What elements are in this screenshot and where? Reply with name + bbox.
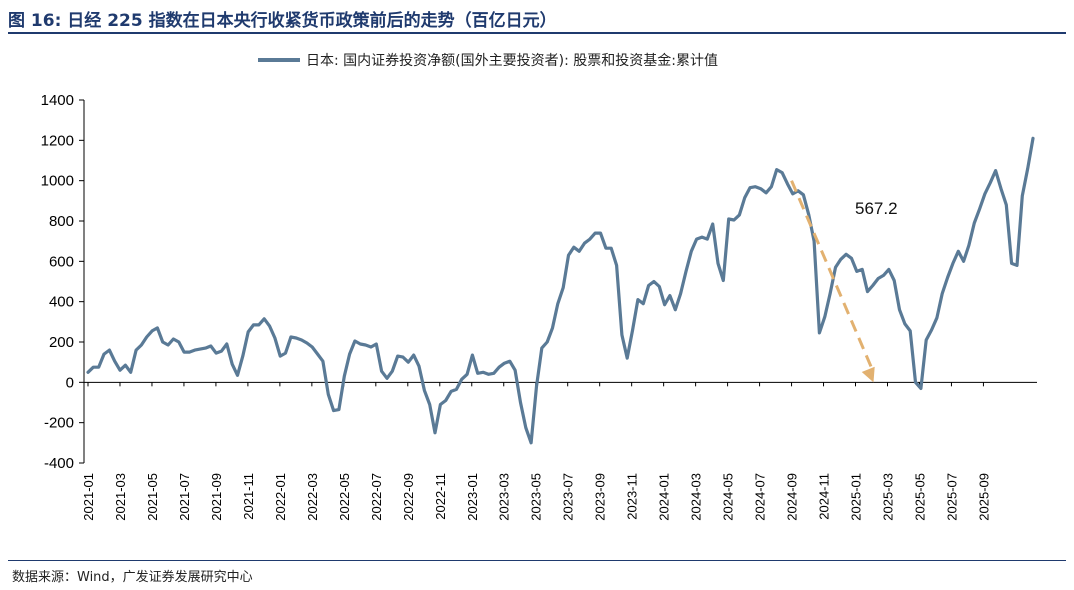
x-tick-label: 2024-03 — [689, 473, 704, 521]
legend-label: 日本: 国内证券投资净额(国外主要投资者): 股票和投资基金:累计值 — [306, 52, 718, 69]
x-tick-label: 2025-01 — [849, 473, 864, 521]
x-tick-label: 2021-03 — [113, 473, 128, 521]
x-tick-label: 2024-11 — [817, 473, 832, 520]
x-tick-label: 2021-05 — [145, 473, 160, 521]
y-tick-label: 400 — [49, 294, 74, 311]
annotation-arrow-head — [861, 366, 875, 383]
x-tick-label: 2021-07 — [177, 473, 192, 521]
x-tick-label: 2022-01 — [273, 473, 288, 521]
x-tick-label: 2022-09 — [401, 473, 416, 521]
legend: 日本: 国内证券投资净额(国外主要投资者): 股票和投资基金:累计值 — [258, 52, 718, 69]
x-tick-label: 2022-07 — [369, 473, 384, 521]
figure-title-text: 图 16: 日经 225 指数在日本央行收紧货币政策前后的走势（百亿日元） — [8, 11, 557, 31]
annotation-arrow-line — [790, 180, 875, 373]
x-tick-label: 2025-09 — [976, 473, 991, 521]
x-tick-label: 2024-01 — [657, 473, 672, 521]
axes: -400 -200 0 200 400 600 800 1000 1200 1400 2021-01… — [41, 92, 1037, 521]
x-tick-label: 2023-05 — [529, 473, 544, 521]
y-tick-label: 600 — [49, 253, 74, 270]
figure-title: 图 16: 日经 225 指数在日本央行收紧货币政策前后的走势（百亿日元） — [8, 4, 1066, 34]
annotation-label: 567.2 — [855, 199, 898, 218]
x-tick-label: 2023-01 — [465, 473, 480, 521]
x-tick-label: 2021-09 — [209, 473, 224, 521]
series-line — [86, 136, 1035, 445]
x-tick-label: 2022-03 — [305, 473, 320, 521]
x-tick-label: 2023-09 — [593, 473, 608, 521]
y-tick-label: 0 — [66, 374, 74, 391]
y-tick-label: 1400 — [41, 92, 74, 109]
y-tick-label: -400 — [44, 455, 74, 472]
x-tick-label: 2024-07 — [753, 473, 768, 521]
x-tick-label: 2024-05 — [721, 473, 736, 521]
y-tick-label: 800 — [49, 213, 74, 230]
x-tick-label: 2022-05 — [337, 473, 352, 521]
source-divider — [8, 560, 1066, 561]
x-tick-label: 2024-09 — [785, 473, 800, 521]
annotation-layer: 567.2 — [790, 180, 898, 383]
y-tick-label: 200 — [49, 334, 74, 351]
source-note: 数据来源：Wind，广发证券发展研究中心 — [12, 570, 253, 585]
x-tick-label: 2022-11 — [433, 473, 448, 520]
x-tick-label: 2023-11 — [625, 473, 640, 520]
y-tick-label: 1200 — [41, 132, 74, 149]
x-tick-label: 2023-07 — [561, 473, 576, 521]
x-tick-label: 2025-03 — [880, 473, 895, 521]
y-tick-label: -200 — [44, 415, 74, 432]
x-tick-label: 2025-07 — [944, 473, 959, 521]
x-tick-label: 2021-11 — [241, 473, 256, 520]
x-tick-label: 2023-03 — [497, 473, 512, 521]
x-tick-label: 2025-05 — [912, 473, 927, 521]
y-tick-label: 1000 — [41, 173, 74, 190]
x-tick-label: 2021-01 — [81, 473, 96, 521]
series-layer — [86, 136, 1035, 445]
